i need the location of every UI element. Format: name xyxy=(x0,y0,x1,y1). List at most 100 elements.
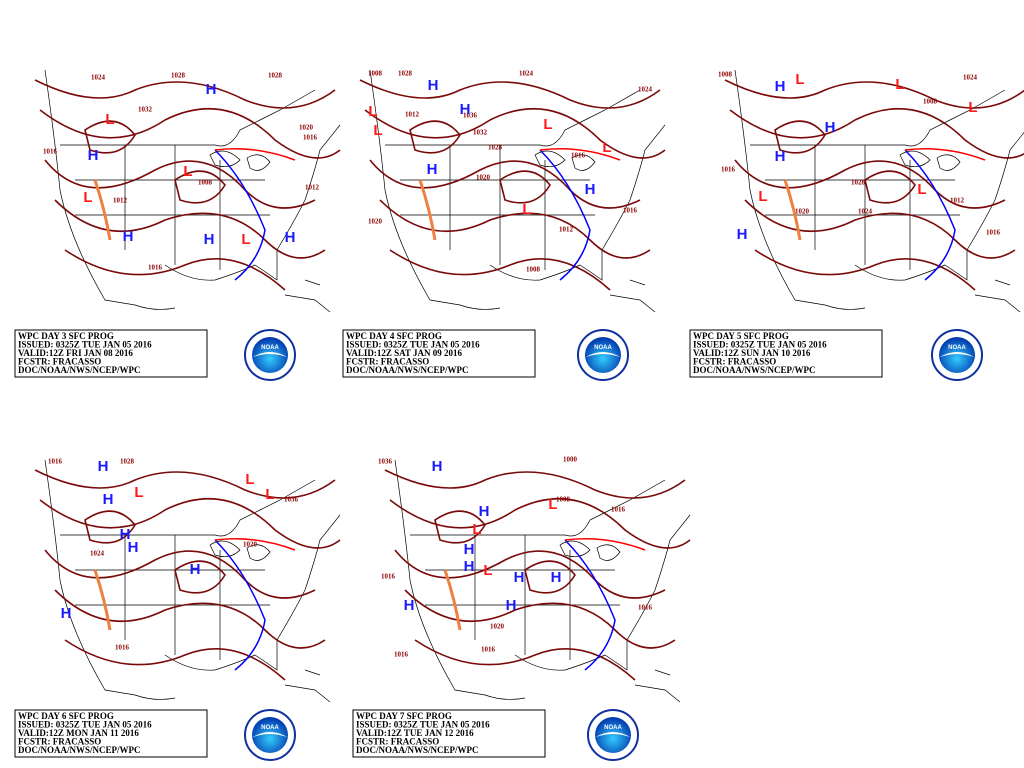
isobar-label: 1008 xyxy=(198,179,213,187)
pressure-center: H xyxy=(204,231,215,248)
pressure-center: H xyxy=(285,229,296,246)
trough xyxy=(418,179,437,241)
pressure-center: H xyxy=(432,458,443,475)
pressure-center: H xyxy=(464,541,475,558)
pressure-center: L xyxy=(373,122,382,139)
pressure-center: H xyxy=(737,226,748,243)
logo-text: NOAA xyxy=(594,345,612,351)
pressure-center: L xyxy=(917,181,926,198)
isobar-label: 1016 xyxy=(48,458,63,466)
isobar-label: 1016 xyxy=(638,604,653,612)
pressure-center: H xyxy=(506,597,517,614)
isobar-label: 1016 xyxy=(303,134,318,142)
info-line: ISSUED: 0325Z TUE JAN 05 2016 xyxy=(356,720,490,730)
isobar xyxy=(39,108,341,159)
logo-gull xyxy=(253,732,287,737)
pressure-center: H xyxy=(585,181,596,198)
isobar xyxy=(389,249,611,291)
coastline xyxy=(75,145,270,270)
info-line: DOC/NOAA/NWS/NCEP/WPC xyxy=(18,365,141,375)
pressure-center: L xyxy=(758,188,767,205)
coastline xyxy=(425,535,620,660)
isobar xyxy=(34,469,336,499)
info-line: ISSUED: 0325Z TUE JAN 05 2016 xyxy=(693,340,827,350)
pressure-center: H xyxy=(775,148,786,165)
isobar xyxy=(434,510,486,544)
info-line: WPC DAY 3 SFC PROG xyxy=(18,331,114,341)
logo-text: NOAA xyxy=(261,725,279,731)
pressure-center: H xyxy=(128,539,139,556)
isobar-label: 1016 xyxy=(394,651,409,659)
isobar xyxy=(754,249,976,291)
isobar xyxy=(84,120,136,154)
isobar xyxy=(369,159,641,209)
isobar xyxy=(39,498,341,549)
info-line: FCSTR: FRACASSO xyxy=(18,737,101,747)
info-line: ISSUED: 0325Z TUE JAN 05 2016 xyxy=(346,340,480,350)
isobar xyxy=(774,120,826,154)
pressure-center: L xyxy=(368,103,377,120)
isobar-label: 1024 xyxy=(90,550,105,558)
isobar-label: 1024 xyxy=(963,74,978,82)
info-line: FCSTR: FRACASSO xyxy=(356,737,439,747)
isobar-label: 1024 xyxy=(91,74,106,82)
logo-disc xyxy=(585,337,621,373)
coastline xyxy=(164,124,341,281)
isobar-label: 1028 xyxy=(171,72,186,80)
isobar xyxy=(389,498,691,549)
logo-gull xyxy=(253,352,287,357)
map-panel xyxy=(384,459,691,703)
logo-disc xyxy=(939,337,975,373)
info-line: DOC/NOAA/NWS/NCEP/WPC xyxy=(693,365,816,375)
pressure-center: L xyxy=(183,163,192,180)
info-line: WPC DAY 5 SFC PROG xyxy=(693,331,789,341)
coastline xyxy=(209,150,271,171)
pressure-center: H xyxy=(825,119,836,136)
isobar xyxy=(734,159,1006,209)
isobar xyxy=(724,79,1024,109)
isobar xyxy=(359,79,661,109)
isobar-label: 1032 xyxy=(473,129,488,137)
isobar xyxy=(64,639,286,681)
info-line: WPC DAY 4 SFC PROG xyxy=(346,331,442,341)
coastline xyxy=(734,69,866,310)
pressure-center: H xyxy=(61,605,72,622)
pressure-center: H xyxy=(404,597,415,614)
pressure-center: L xyxy=(83,189,92,206)
warm-front xyxy=(564,538,646,551)
coastline xyxy=(394,459,526,700)
pressure-center: H xyxy=(88,147,99,164)
pressure-center: H xyxy=(120,526,131,543)
coastline xyxy=(44,459,176,700)
trough xyxy=(93,179,112,241)
isobar-label: 1016 xyxy=(986,229,1001,237)
pressure-center: H xyxy=(464,558,475,575)
isobar-label: 1020 xyxy=(299,124,314,132)
isobar-label: 1020 xyxy=(795,208,810,216)
coastline xyxy=(489,124,666,281)
pressure-center: H xyxy=(98,458,109,475)
logo-gull xyxy=(940,352,974,357)
isobar-label: 1036 xyxy=(378,458,393,466)
isobar-label: 1020 xyxy=(476,174,491,182)
isobar-label: 1028 xyxy=(851,179,866,187)
info-line: VALID:12Z TUE JAN 12 2016 xyxy=(356,728,474,738)
isobar-label: 1008 xyxy=(718,71,733,79)
isobar-label: 1020 xyxy=(243,541,258,549)
coastline xyxy=(514,514,691,671)
info-line: ISSUED: 0325Z TUE JAN 05 2016 xyxy=(18,340,152,350)
isobar xyxy=(524,560,576,594)
info-line: DOC/NOAA/NWS/NCEP/WPC xyxy=(346,365,469,375)
logo-gull xyxy=(596,732,630,737)
info-line: VALID:12Z MON JAN 11 2016 xyxy=(18,728,139,738)
warm-front xyxy=(214,538,296,551)
info-box xyxy=(14,709,208,758)
coastline xyxy=(854,131,1024,281)
cold-front xyxy=(904,149,956,281)
isobar xyxy=(409,120,461,154)
coastline xyxy=(209,540,271,561)
isobar-label: 1016 xyxy=(623,207,638,215)
coastline xyxy=(534,150,596,171)
coastline xyxy=(75,535,270,660)
isobar-label: 1036 xyxy=(463,112,478,120)
